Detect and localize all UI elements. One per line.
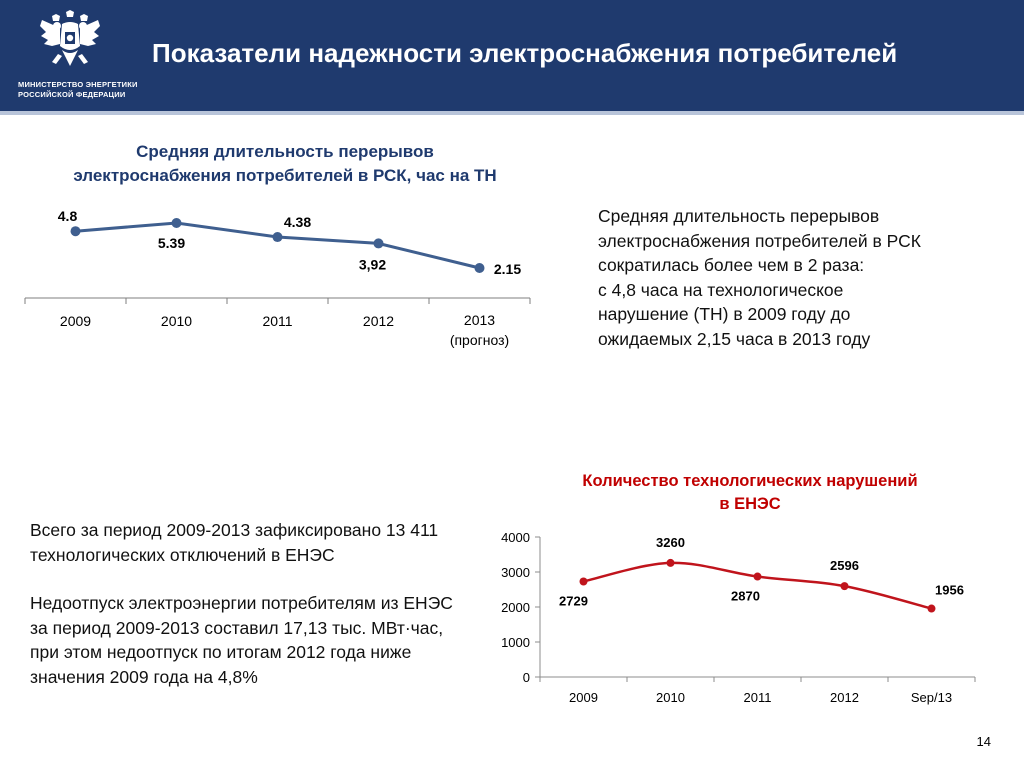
description-line-6: ожидаемых 2,15 часа в 2013 году — [598, 328, 871, 349]
ministry-line-1: МИНИСТЕРСТВО ЭНЕРГЕТИКИ — [18, 80, 138, 89]
x-tick-label: 2012 — [830, 690, 859, 705]
description-line-1: Средняя длительность перерывов — [598, 206, 880, 226]
ministry-name: МИНИСТЕРСТВО ЭНЕРГЕТИКИ РОССИЙСКОЙ ФЕДЕР… — [18, 80, 148, 100]
y-tick-label: 0 — [523, 670, 530, 685]
x-tick-label: 2011 — [744, 690, 772, 705]
data-point — [840, 582, 849, 591]
x-tick-label: 2011 — [262, 313, 292, 329]
chart2-title-line-2: в ЕНЭС — [719, 495, 781, 513]
chart2-title-line-1: Количество технологических нарушений — [582, 472, 918, 490]
chart1-title: Средняя длительность перерывов электросн… — [20, 140, 550, 188]
summary-paragraph-1: Всего за период 2009-2013 зафиксировано … — [30, 520, 439, 565]
chart1-title-line-2: электроснабжения потребителей в РСК, час… — [73, 166, 497, 185]
data-point — [70, 226, 81, 237]
data-label: 3260 — [656, 535, 685, 550]
data-point — [579, 577, 588, 586]
y-tick-label: 1000 — [501, 635, 530, 650]
summary-text: Всего за период 2009-2013 зафиксировано … — [30, 518, 470, 713]
x-tick-label: 2012 — [363, 313, 394, 329]
description-line-2: электроснабжения потребителей в РСК — [598, 230, 921, 251]
data-label: 4.8 — [58, 208, 78, 224]
data-label: 3,92 — [359, 256, 386, 272]
data-label: 2596 — [830, 558, 859, 573]
data-point — [171, 218, 182, 228]
data-label: 4.38 — [284, 214, 311, 230]
chart1-title-line-1: Средняя длительность перерывов — [136, 142, 434, 161]
data-label: 2870 — [731, 589, 760, 604]
data-point — [666, 558, 675, 567]
ministry-line-2: РОССИЙСКОЙ ФЕДЕРАЦИИ — [18, 90, 126, 99]
data-label: 5.39 — [158, 235, 185, 251]
x-tick-label: 2009 — [569, 690, 598, 705]
data-label: 2.15 — [494, 261, 521, 277]
slide-title: Показатели надежности электроснабжения п… — [152, 38, 898, 68]
duration-description: Средняя длительность перерывов электросн… — [598, 204, 998, 351]
series-line — [75, 221, 480, 270]
x-tick-label: Sep/13 — [911, 690, 952, 705]
x-tick-sublabel: (прогноз) — [450, 332, 509, 348]
outage-duration-chart: 4.8 5.39 4.38 3,92 2.15 2009 2010 2011 2012 2013 (… — [24, 208, 531, 348]
page-number: 14 — [976, 734, 991, 749]
header-divider — [0, 111, 1024, 115]
description-line-5: нарушение (ТН) в 2009 году до — [598, 304, 851, 324]
data-point — [927, 604, 936, 613]
data-point — [753, 572, 762, 581]
slide-header: МИНИСТЕРСТВО ЭНЕРГЕТИКИ РОССИЙСКОЙ ФЕДЕР… — [0, 0, 1024, 111]
description-line-3: сократилась более чем в 2 раза: — [598, 255, 865, 275]
data-label: 1956 — [935, 583, 964, 598]
y-tick-label: 3000 — [501, 565, 530, 580]
x-tick-label: 2010 — [161, 313, 192, 329]
data-point — [272, 232, 283, 243]
x-tick-label: 2009 — [60, 313, 91, 329]
y-tick-label: 2000 — [501, 600, 530, 615]
chart2-title: Количество технологических нарушений в Е… — [540, 470, 960, 516]
double-headed-eagle-icon — [40, 10, 100, 66]
technical-violations-chart: 0 1000 2000 3000 4000 2729 3260 2870 2596 1956 200… — [501, 530, 976, 705]
data-label: 2729 — [559, 593, 588, 608]
summary-paragraph-2: Недоотпуск электроэнергии потребителям и… — [30, 593, 453, 687]
y-tick-label: 4000 — [501, 530, 530, 545]
x-tick-label: 2010 — [656, 690, 685, 705]
data-point — [474, 263, 485, 273]
x-tick-label: 2013 — [464, 312, 495, 328]
data-point — [373, 238, 384, 249]
description-line-4: с 4,8 часа на технологическое — [598, 279, 844, 300]
